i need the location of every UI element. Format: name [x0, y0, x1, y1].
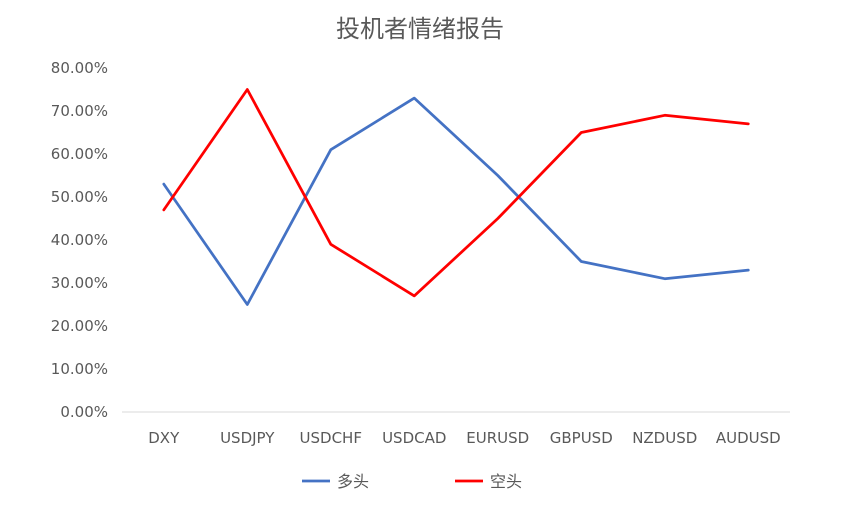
y-tick-label: 40.00% [51, 231, 108, 249]
y-tick-label: 0.00% [60, 403, 108, 421]
x-tick-label: EURUSD [466, 429, 529, 447]
x-tick-label: GBPUSD [550, 429, 613, 447]
chart-title: 投机者情绪报告 [336, 15, 504, 43]
x-tick-label: USDCAD [382, 429, 446, 447]
series-lines [162, 88, 750, 306]
legend: 多头 空头 [302, 472, 522, 491]
x-axis: DXY USDJPY USDCHF USDCAD EURUSD GBPUSD NZDUSD A… [148, 429, 780, 447]
x-tick-label: NZDUSD [632, 429, 697, 447]
x-tick-label: USDCHF [300, 429, 362, 447]
y-tick-label: 10.00% [51, 360, 108, 378]
legend-label: 多头 [337, 472, 369, 491]
y-tick-label: 70.00% [51, 102, 108, 120]
series-line-1 [162, 96, 750, 306]
y-tick-label: 60.00% [51, 145, 108, 163]
x-tick-label: DXY [148, 429, 180, 447]
y-axis: 0.00% 10.00% 20.00% 30.00% 40.00% 50.00% 60.00… [51, 59, 108, 421]
series-line-2 [162, 88, 750, 298]
y-tick-label: 20.00% [51, 317, 108, 335]
y-tick-label: 30.00% [51, 274, 108, 292]
y-tick-label: 50.00% [51, 188, 108, 206]
legend-label: 空头 [490, 472, 522, 491]
x-tick-label: USDJPY [220, 429, 275, 447]
x-tick-label: AUDUSD [716, 429, 781, 447]
y-tick-label: 80.00% [51, 59, 108, 77]
